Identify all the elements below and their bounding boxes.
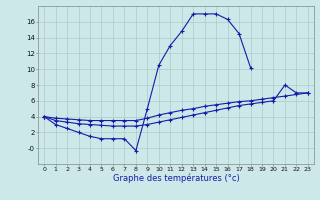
X-axis label: Graphe des températures (°c): Graphe des températures (°c) xyxy=(113,174,239,183)
